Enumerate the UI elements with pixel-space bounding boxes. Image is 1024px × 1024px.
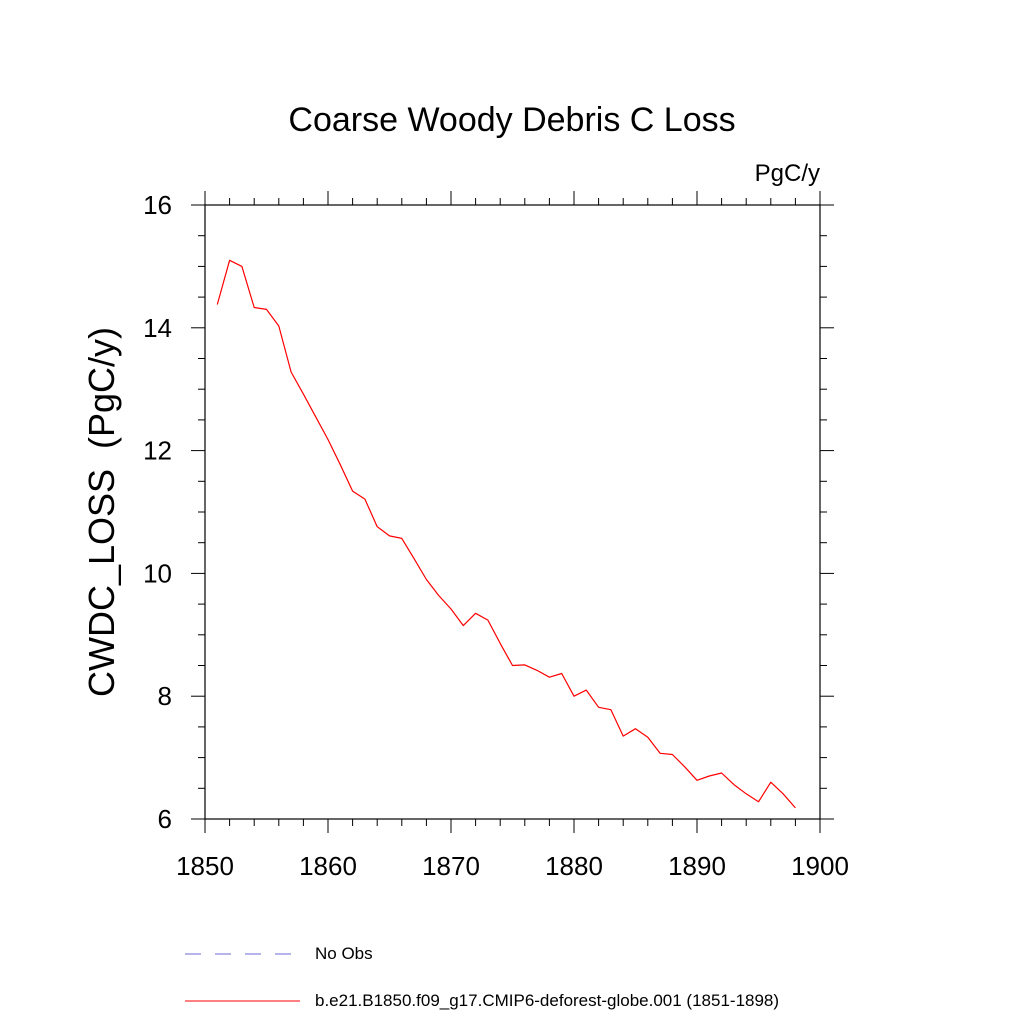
x-tick-label: 1900 <box>791 851 849 881</box>
y-tick-label: 14 <box>143 313 172 343</box>
x-tick-label: 1870 <box>422 851 480 881</box>
series-lines <box>216 259 796 809</box>
x-tick-label: 1880 <box>545 851 603 881</box>
plot-frame <box>204 204 821 820</box>
y-tick-label: 12 <box>143 436 172 466</box>
y-axis-label: CWDC_LOSS (PgC/y) <box>81 327 122 697</box>
legend-label-deforest: b.e21.B1850.f09_g17.CMIP6-deforest-globe… <box>315 991 779 1010</box>
units-label: PgC/y <box>755 160 820 187</box>
y-tick-label: 8 <box>158 681 172 711</box>
legend: No Obs b.e21.B1850.f09_g17.CMIP6-defores… <box>185 944 779 1010</box>
legend-label-no-obs: No Obs <box>315 944 373 963</box>
x-tick-label: 1860 <box>299 851 357 881</box>
x-tick-label: 1890 <box>668 851 726 881</box>
chart-title: Coarse Woody Debris C Loss <box>288 101 735 139</box>
y-tick-label: 16 <box>143 190 172 220</box>
axis-tick-labels: 1850 1860 1870 1880 1890 1900 6 8 10 12 14 16 <box>143 190 849 881</box>
series-line-0 <box>216 259 796 809</box>
y-tick-label: 10 <box>143 558 172 588</box>
x-tick-label: 1850 <box>176 851 234 881</box>
y-tick-label: 6 <box>158 804 172 834</box>
axis-ticks <box>191 191 834 833</box>
